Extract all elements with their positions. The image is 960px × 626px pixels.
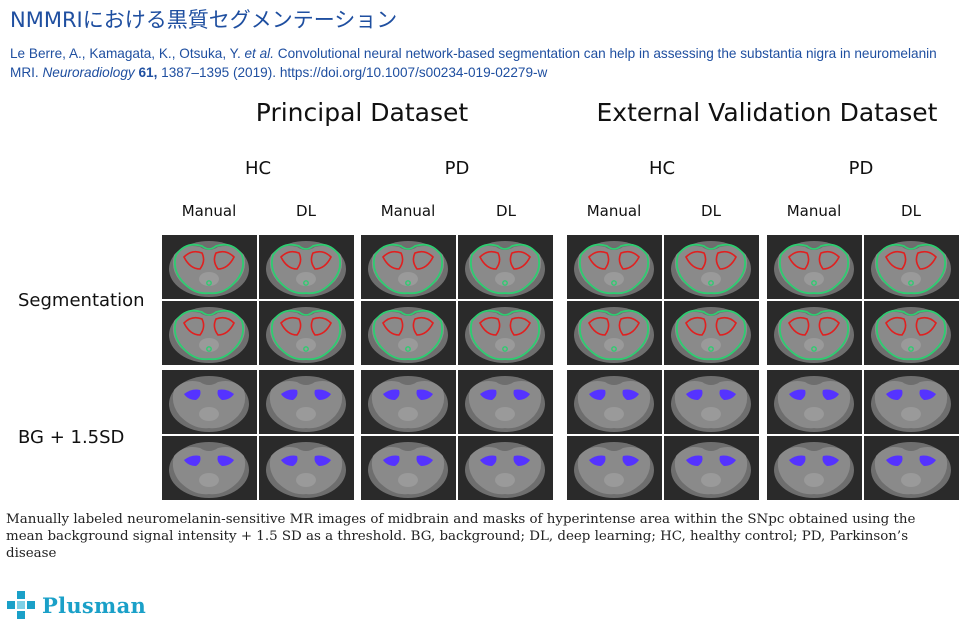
logo-text: Plusman [42,592,147,618]
threshold-mask-image [361,370,456,434]
threshold-mask-image [361,436,456,500]
citation: Le Berre, A., Kamagata, K., Otsuka, Y. e… [10,44,950,82]
citation-rest: 1387–1395 (2019). https://doi.org/10.100… [157,65,548,80]
citation-title: Convolutional neural network-based segme… [10,46,937,80]
segmentation-image [664,235,759,299]
threshold-mask-image [864,370,959,434]
dataset-heading-principal: Principal Dataset [255,98,469,127]
column-label: Manual [586,202,642,220]
segmentation-image [567,301,662,365]
threshold-mask-image [458,370,553,434]
threshold-mask-image [162,436,257,500]
segmentation-image [458,235,553,299]
segmentation-image [162,235,257,299]
column-label: DL [901,202,921,220]
segmentation-image [361,235,456,299]
threshold-mask-image [458,436,553,500]
segmentation-image [259,301,354,365]
threshold-mask-image [664,436,759,500]
threshold-mask-image [767,370,862,434]
group-label: HC [648,158,676,179]
citation-authors: Le Berre, A., Kamagata, K., Otsuka, Y. [10,46,245,61]
citation-journal: Neuroradiology [42,65,135,80]
threshold-mask-image [567,370,662,434]
dataset-heading-external: External Validation Dataset [596,98,938,127]
plusman-logo: Plusman [6,590,146,620]
segmentation-image [259,235,354,299]
citation-volume: 61, [134,65,158,80]
column-label: Manual [380,202,436,220]
threshold-mask-image [162,370,257,434]
threshold-mask-image [259,370,354,434]
segmentation-image [567,235,662,299]
segmentation-image [864,301,959,365]
column-label: DL [296,202,316,220]
row-label-segmentation: Segmentation [18,290,145,311]
threshold-mask-image [567,436,662,500]
threshold-mask-image [664,370,759,434]
column-label: Manual [786,202,842,220]
threshold-mask-image [767,436,862,500]
segmentation-image [162,301,257,365]
segmentation-image [767,235,862,299]
plusman-cross-icon [7,591,35,619]
figure-caption: Manually labeled neuromelanin-sensitive … [6,512,916,561]
citation-etal: et al. [244,46,274,61]
group-label: PD [848,158,874,179]
column-label: DL [496,202,516,220]
threshold-mask-image [864,436,959,500]
segmentation-image [664,301,759,365]
segmentation-image [767,301,862,365]
page-title: NMMRIにおける黒質セグメンテーション [10,8,398,32]
threshold-mask-image [259,436,354,500]
segmentation-image [864,235,959,299]
group-label: PD [444,158,470,179]
column-label: DL [701,202,721,220]
row-label-threshold: BG + 1.5SD [18,427,125,448]
group-label: HC [244,158,272,179]
segmentation-image [361,301,456,365]
column-label: Manual [181,202,237,220]
segmentation-image [458,301,553,365]
